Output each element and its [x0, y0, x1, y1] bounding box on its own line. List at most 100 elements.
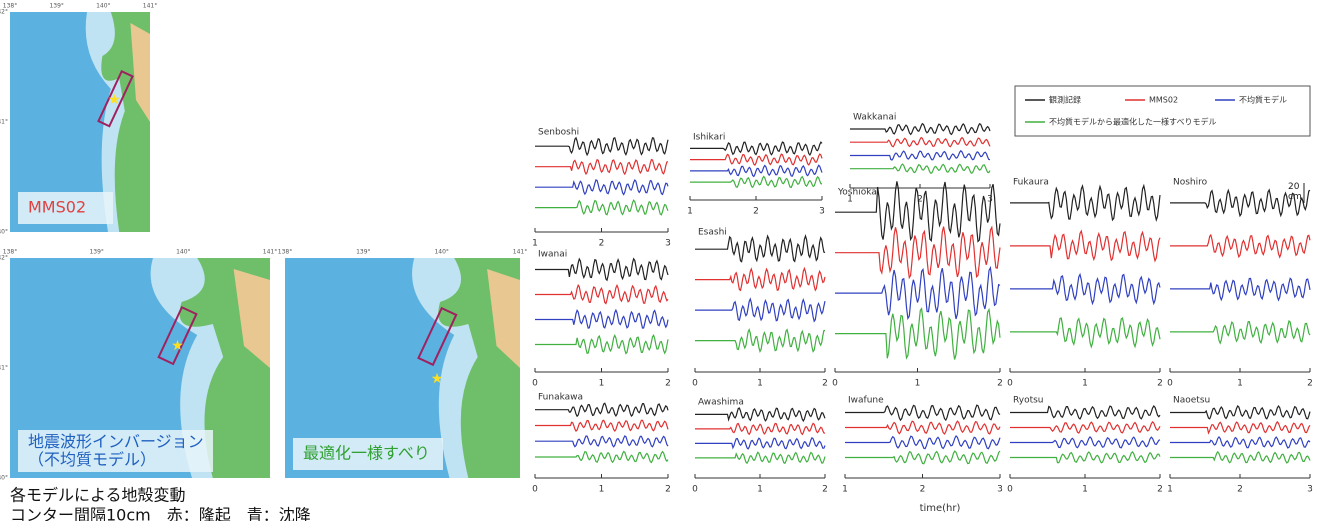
waveform: [845, 404, 1001, 422]
waveform: [695, 266, 826, 292]
station-name: Funakawa: [538, 393, 583, 403]
tick-label: 2: [1237, 485, 1243, 495]
waveform: [535, 333, 669, 355]
tick-label: 2: [917, 195, 923, 205]
epicenter: ★: [171, 338, 184, 354]
waveform: [850, 149, 991, 161]
station-name: Ishikari: [693, 133, 725, 143]
waveform: [695, 422, 826, 436]
epicenter: ★: [108, 92, 121, 108]
caption: コンター間隔10cm 赤：隆起 青：沈降: [10, 506, 311, 521]
waveform: [1010, 317, 1161, 349]
label-box: [18, 430, 213, 472]
station-name: Noshiro: [1173, 178, 1208, 188]
waveform: [690, 164, 823, 178]
waveform: [535, 178, 669, 196]
tick-label: 2: [1307, 379, 1313, 389]
waveform: [845, 450, 1001, 465]
lon-label: 140°: [434, 249, 448, 256]
station-name: Yoshioka: [837, 188, 877, 198]
tick-label: 1: [847, 195, 853, 205]
waveform: [535, 419, 669, 432]
tick-label: 2: [665, 379, 671, 389]
scale-label: 20 cm: [1288, 182, 1302, 202]
tick-label: 1: [1082, 379, 1088, 389]
label-box: [18, 192, 113, 224]
tick-label: 2: [997, 379, 1003, 389]
legend-label: 不均質モデル: [1239, 95, 1287, 105]
tick-label: 1: [599, 485, 605, 495]
waveform: [1010, 405, 1161, 420]
land-high: [487, 269, 520, 368]
station-name: Naoetsu: [1173, 396, 1210, 406]
lon-label: 140°: [176, 249, 190, 256]
waveform: [535, 435, 669, 448]
lat-label: 42°: [0, 9, 8, 16]
label-box: [293, 438, 443, 470]
tick-label: 0: [1167, 379, 1173, 389]
waveform: [1170, 450, 1311, 464]
waveform: [835, 307, 1001, 360]
fault-model: [417, 306, 458, 367]
legend-label: MMS02: [1149, 96, 1178, 105]
station-name: Wakkanai: [853, 113, 896, 123]
lon-label: 138°: [3, 249, 17, 256]
tick-label: 1: [757, 379, 763, 389]
tick-label: 2: [1157, 379, 1163, 389]
tick-label: 0: [692, 379, 698, 389]
lon-label: 138°: [3, 3, 17, 10]
caption: 各モデルによる地殻変動: [10, 486, 186, 505]
waveform: [695, 297, 826, 323]
waveform: [535, 199, 669, 216]
waveform: [1170, 188, 1311, 218]
waveform: [850, 163, 991, 174]
tick-label: 2: [1157, 485, 1163, 495]
waveform: [1170, 436, 1311, 449]
map-label: 最適化一様すべり: [303, 444, 430, 463]
station-name: Fukaura: [1013, 178, 1049, 188]
lat-label: 41°: [0, 119, 8, 126]
waveform: [535, 450, 669, 464]
waveform: [535, 402, 669, 418]
tick-label: 0: [692, 485, 698, 495]
tick-label: 3: [665, 239, 671, 249]
tick-label: 2: [599, 239, 605, 249]
map-label: MMS02: [28, 198, 86, 217]
tick-label: 1: [915, 379, 921, 389]
waveform: [845, 435, 1001, 450]
waveform: [690, 153, 823, 167]
tick-label: 2: [753, 207, 759, 217]
tick-label: 3: [987, 195, 993, 205]
station-name: Senboshi: [538, 128, 579, 138]
waveform: [695, 327, 826, 353]
station-name: Iwafune: [848, 396, 884, 406]
waveform: [1170, 233, 1311, 259]
waveform: [695, 407, 826, 423]
waveform: [535, 158, 669, 176]
tick-label: 1: [1167, 485, 1173, 495]
lon-label: 141°: [513, 249, 527, 256]
lon-label: 140°: [96, 3, 110, 10]
tick-label: 3: [819, 207, 825, 217]
lon-label: 139°: [89, 249, 103, 256]
waveform: [1010, 183, 1161, 223]
station-name: Awashima: [698, 398, 744, 408]
lon-label: 139°: [49, 3, 63, 10]
lat-label: 41°: [0, 365, 8, 372]
fault-model: [97, 69, 134, 128]
tick-label: 3: [997, 485, 1003, 495]
tick-label: 0: [832, 379, 838, 389]
fault-model: [157, 305, 198, 366]
waveform: [535, 136, 669, 157]
tick-label: 0: [532, 379, 538, 389]
lon-label: 141°: [143, 3, 157, 10]
legend-label: 観測記録: [1049, 95, 1081, 105]
waveform: [1010, 450, 1161, 464]
tick-label: 2: [822, 485, 828, 495]
epicenter: ★: [431, 371, 444, 387]
station-name: Iwanai: [538, 250, 567, 260]
map-label: 地震波形インバージョン（不均質モデル）: [28, 432, 204, 469]
lon-label: 141°: [263, 249, 277, 256]
lat-label: 40°: [0, 475, 8, 482]
waveform: [1170, 404, 1311, 420]
